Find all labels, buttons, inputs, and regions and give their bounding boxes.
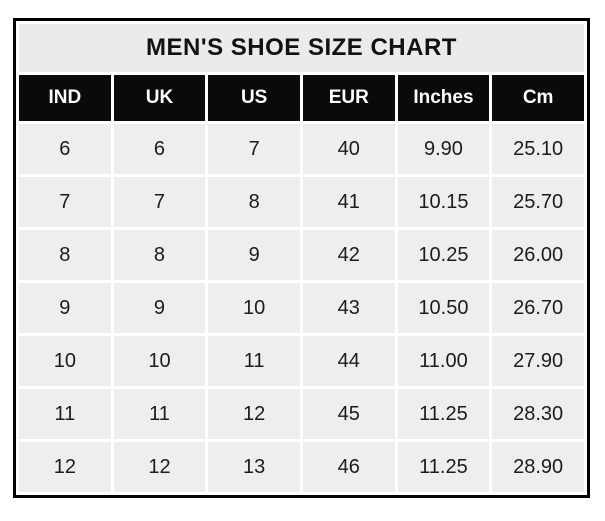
table-cell: 45 xyxy=(302,389,395,439)
table-cell: 7 xyxy=(113,177,206,227)
table-row: 11 11 12 45 11.25 28.30 xyxy=(19,389,584,439)
table-row: 7 7 8 41 10.15 25.70 xyxy=(19,177,584,227)
chart-title: MEN'S SHOE SIZE CHART xyxy=(19,24,584,72)
table-cell: 10 xyxy=(208,283,300,333)
table-cell: 43 xyxy=(302,283,395,333)
table-cell: 6 xyxy=(113,124,206,174)
table-cell: 9 xyxy=(208,230,300,280)
table-cell: 10 xyxy=(113,336,206,386)
table-cell: 9 xyxy=(19,283,111,333)
table-cell: 7 xyxy=(208,124,300,174)
table-cell: 26.70 xyxy=(492,283,584,333)
table-cell: 12 xyxy=(19,442,111,492)
table-cell: 44 xyxy=(302,336,395,386)
table-cell: 7 xyxy=(19,177,111,227)
table-cell: 25.70 xyxy=(492,177,584,227)
table-cell: 46 xyxy=(302,442,395,492)
table-cell: 13 xyxy=(208,442,300,492)
table-cell: 11.25 xyxy=(397,442,490,492)
column-header-cm: Cm xyxy=(492,75,584,121)
table-cell: 12 xyxy=(208,389,300,439)
column-header-us: US xyxy=(208,75,300,121)
table-cell: 10 xyxy=(19,336,111,386)
table-cell: 28.90 xyxy=(492,442,584,492)
column-header-eur: EUR xyxy=(302,75,395,121)
column-header-inches: Inches xyxy=(397,75,490,121)
table-row: 8 8 9 42 10.25 26.00 xyxy=(19,230,584,280)
table-cell: 27.90 xyxy=(492,336,584,386)
table-cell: 11 xyxy=(19,389,111,439)
title-row: MEN'S SHOE SIZE CHART xyxy=(19,24,584,72)
table-cell: 8 xyxy=(208,177,300,227)
table-cell: 6 xyxy=(19,124,111,174)
table-cell: 41 xyxy=(302,177,395,227)
table-cell: 40 xyxy=(302,124,395,174)
table-row: 9 9 10 43 10.50 26.70 xyxy=(19,283,584,333)
table-cell: 8 xyxy=(19,230,111,280)
table-cell: 10.25 xyxy=(397,230,490,280)
table-cell: 10.15 xyxy=(397,177,490,227)
table-cell: 10.50 xyxy=(397,283,490,333)
table-cell: 28.30 xyxy=(492,389,584,439)
table-cell: 9.90 xyxy=(397,124,490,174)
table-cell: 12 xyxy=(113,442,206,492)
table-cell: 11 xyxy=(113,389,206,439)
table-row: 10 10 11 44 11.00 27.90 xyxy=(19,336,584,386)
column-header-ind: IND xyxy=(19,75,111,121)
table-cell: 9 xyxy=(113,283,206,333)
table-cell: 11 xyxy=(208,336,300,386)
shoe-size-chart: MEN'S SHOE SIZE CHART IND UK US EUR Inch… xyxy=(13,18,590,498)
table-cell: 8 xyxy=(113,230,206,280)
size-chart-table: MEN'S SHOE SIZE CHART IND UK US EUR Inch… xyxy=(13,18,590,498)
column-header-uk: UK xyxy=(113,75,206,121)
table-row: 6 6 7 40 9.90 25.10 xyxy=(19,124,584,174)
table-cell: 11.00 xyxy=(397,336,490,386)
table-cell: 11.25 xyxy=(397,389,490,439)
table-row: 12 12 13 46 11.25 28.90 xyxy=(19,442,584,492)
table-cell: 25.10 xyxy=(492,124,584,174)
table-cell: 26.00 xyxy=(492,230,584,280)
header-row: IND UK US EUR Inches Cm xyxy=(19,75,584,121)
table-cell: 42 xyxy=(302,230,395,280)
